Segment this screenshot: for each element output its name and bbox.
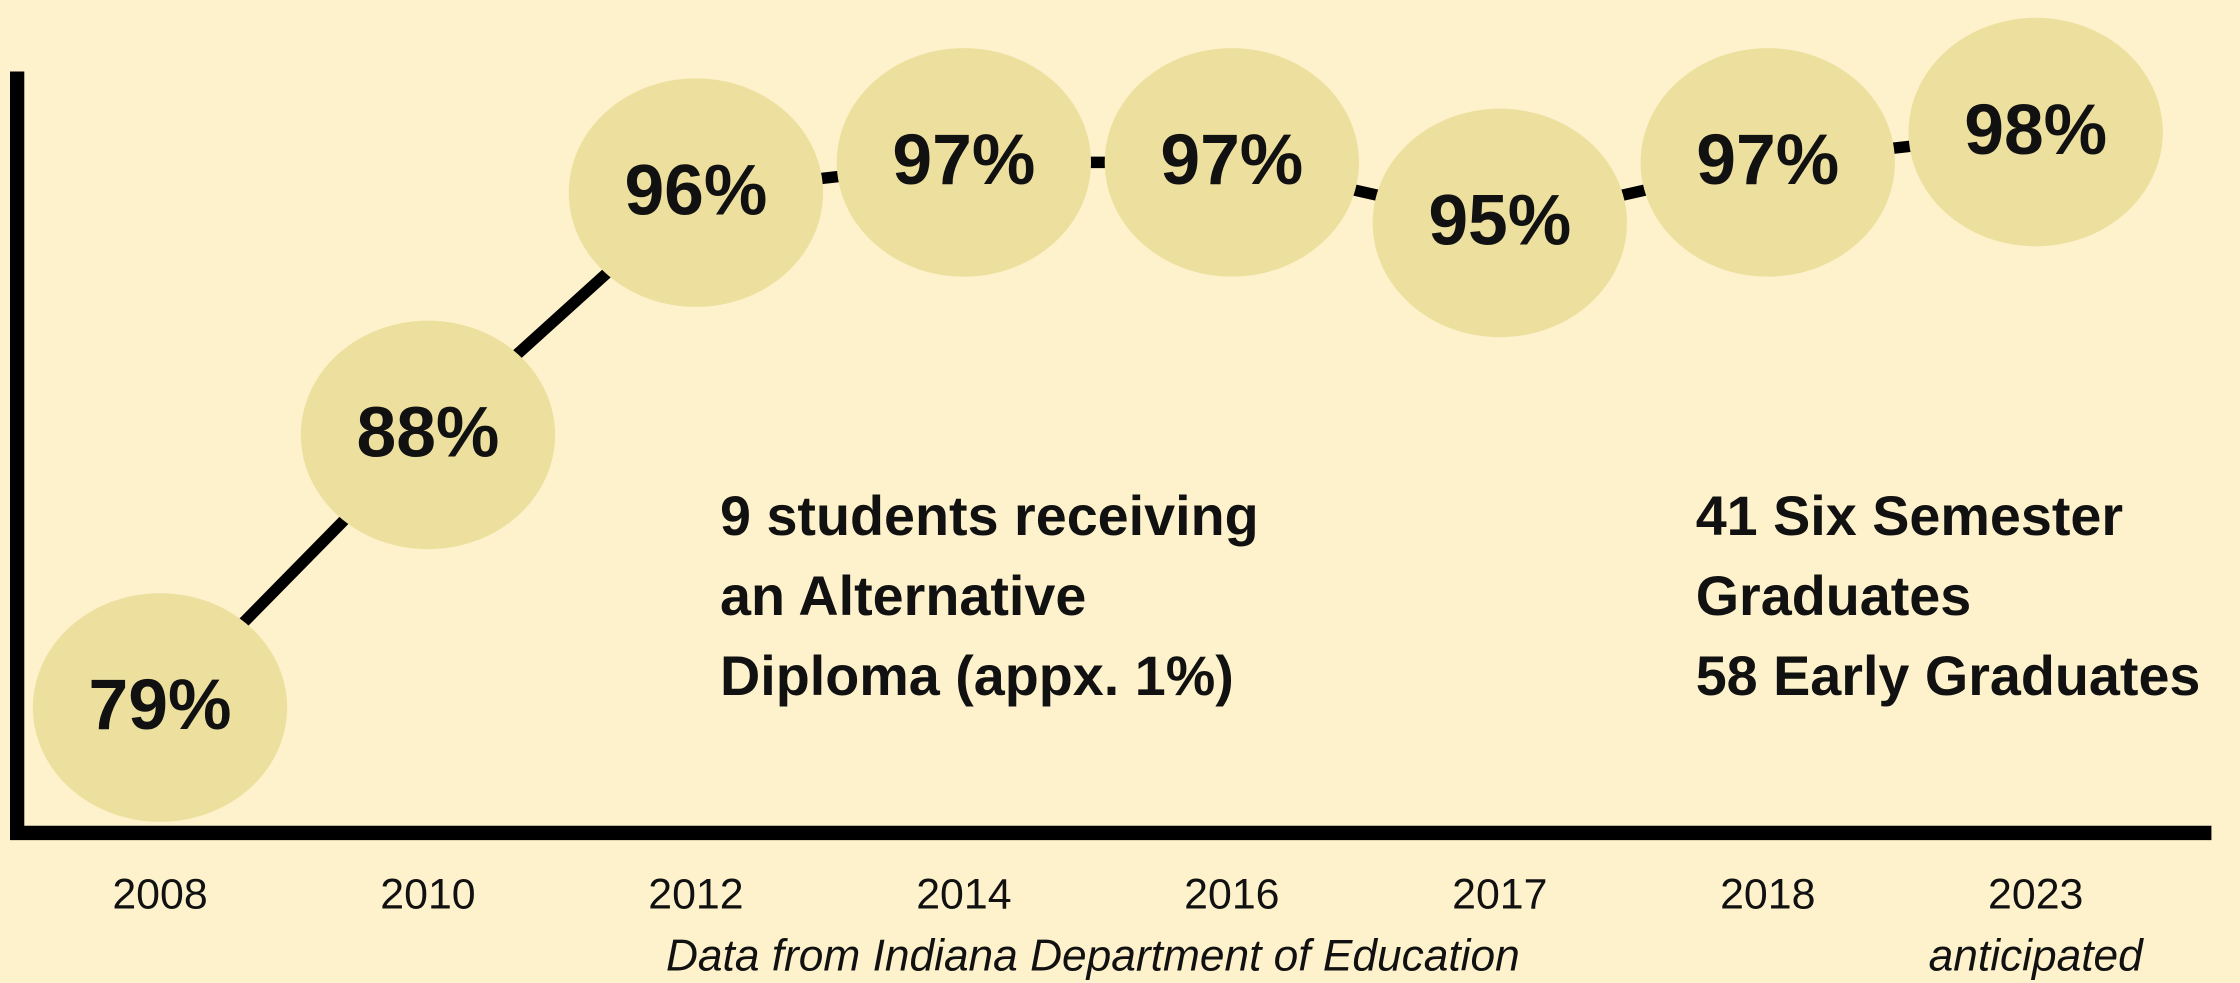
value-label: 97% (892, 120, 1035, 200)
bubble (1104, 48, 1359, 277)
x-tick-label: 2012 (648, 871, 743, 919)
annotation: 41 Six Semester (1696, 485, 2123, 547)
x-tick-label: 2018 (1720, 871, 1815, 919)
value-label: 97% (1696, 120, 1839, 200)
bubble (300, 320, 556, 550)
value-label: 98% (1964, 90, 2107, 170)
value-label: 97% (1160, 120, 1303, 200)
x-tick-label: 2010 (380, 871, 475, 919)
source-note: Data from Indiana Department of Educatio… (666, 931, 1520, 980)
x-tick-label: 2008 (112, 871, 207, 919)
x-tick-label: 2014 (916, 871, 1011, 919)
bubble (32, 593, 288, 822)
value-label: 79% (89, 665, 232, 745)
annotation: an Alternative (720, 565, 1086, 627)
value-label: 88% (356, 393, 499, 473)
category-note: anticipated (1929, 931, 2144, 980)
x-tick-label: 2023 (1988, 871, 2083, 919)
x-tick-label: 2017 (1452, 871, 1547, 919)
annotation: 9 students receiving (720, 485, 1259, 547)
annotation: Diploma (appx. 1%) (720, 645, 1234, 707)
bubble (568, 78, 824, 307)
bubble (1908, 17, 2163, 247)
annotation: 58 Early Graduates (1696, 645, 2201, 707)
annotation: Graduates (1696, 565, 1972, 627)
x-tick-label: 2016 (1184, 871, 1279, 919)
bubble (836, 48, 1092, 277)
bubble (1372, 108, 1627, 338)
bubble (1640, 48, 1895, 277)
value-label: 96% (624, 150, 767, 230)
value-label: 95% (1428, 181, 1571, 261)
